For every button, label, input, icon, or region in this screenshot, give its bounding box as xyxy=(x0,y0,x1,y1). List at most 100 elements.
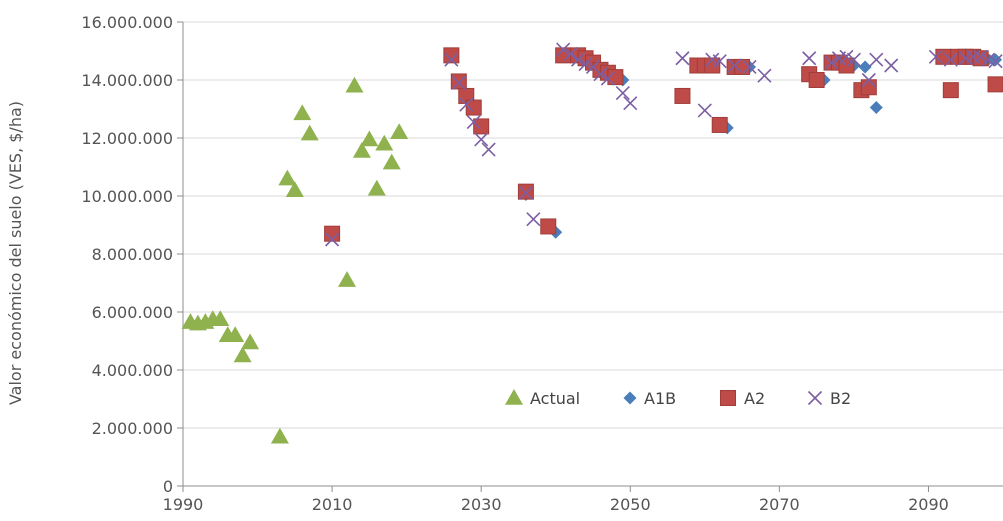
data-point-actual xyxy=(352,142,371,158)
data-point-a1b xyxy=(869,101,883,115)
data-point-b2 xyxy=(757,68,772,83)
data-point-b2 xyxy=(518,186,533,201)
y-tick-label: 4.000.000 xyxy=(92,361,173,380)
data-point-a2 xyxy=(473,118,490,135)
data-points xyxy=(181,42,1003,444)
x-tick-label: 2030 xyxy=(461,495,502,514)
x-tick-label: 2050 xyxy=(610,495,651,514)
legend-label-a1b: A1B xyxy=(644,389,676,408)
data-point-b2 xyxy=(526,212,541,227)
data-point-b2 xyxy=(459,97,474,112)
data-point-a2 xyxy=(540,218,557,235)
y-tick-label: 2.000.000 xyxy=(92,419,173,438)
data-point-b2 xyxy=(966,49,981,64)
data-point-a1b xyxy=(989,53,1003,67)
data-point-actual xyxy=(375,134,394,151)
axes: 0 2.000.000 4.000.000 6.000.000 8.000.000 10.… xyxy=(81,13,1003,514)
series-a1b xyxy=(325,48,1003,242)
data-point-b2 xyxy=(451,75,466,90)
data-point-b2 xyxy=(928,49,943,64)
x-tick-label: 2090 xyxy=(908,495,949,514)
data-point-a2 xyxy=(860,79,877,96)
data-point-actual xyxy=(285,181,304,197)
data-point-b2 xyxy=(861,72,876,88)
x-tick-label: 1990 xyxy=(163,495,204,514)
series-a2 xyxy=(324,47,1003,242)
data-point-a2 xyxy=(711,116,728,133)
legend-item-a2: A2 xyxy=(720,389,765,408)
y-tick-label: 0 xyxy=(163,477,173,496)
y-tick-label: 12.000.000 xyxy=(81,129,173,148)
data-point-a2 xyxy=(465,99,482,116)
data-point-a2 xyxy=(704,57,721,74)
y-axis-title: Valor económico del suelo (VES, $/ha) xyxy=(6,101,25,405)
data-point-actual xyxy=(360,130,379,147)
data-point-actual xyxy=(300,124,319,141)
legend-marker-b2 xyxy=(807,390,823,406)
data-point-b2 xyxy=(869,52,884,67)
data-point-b2 xyxy=(884,58,899,73)
data-point-b2 xyxy=(988,54,1003,69)
data-point-a2 xyxy=(607,69,624,86)
data-point-b2 xyxy=(466,114,481,130)
legend-item-b2: B2 xyxy=(807,389,851,408)
y-tick-label: 8.000.000 xyxy=(92,245,173,264)
y-tick-label: 14.000.000 xyxy=(81,71,173,90)
x-tick-label: 2010 xyxy=(312,495,353,514)
x-tick-label: 2070 xyxy=(759,495,800,514)
legend-marker-a1b xyxy=(623,391,637,405)
legend-item-actual: Actual xyxy=(505,389,580,408)
data-point-actual xyxy=(211,310,230,326)
data-point-b2 xyxy=(563,46,578,61)
data-point-b2 xyxy=(571,52,586,67)
data-point-b2 xyxy=(474,132,489,147)
data-point-actual xyxy=(241,333,260,350)
y-tick-label: 16.000.000 xyxy=(81,13,173,32)
data-point-b2 xyxy=(742,59,757,75)
data-point-a2 xyxy=(972,50,989,67)
data-point-b2 xyxy=(973,49,988,64)
data-point-a2 xyxy=(808,72,825,88)
data-point-b2 xyxy=(839,49,854,64)
data-point-b2 xyxy=(556,42,571,57)
data-point-b2 xyxy=(802,51,817,66)
data-point-actual xyxy=(382,153,401,170)
data-point-b2 xyxy=(615,85,630,101)
legend: Actual A1B A2 B2 xyxy=(505,389,851,408)
data-point-actual xyxy=(270,427,289,444)
series-b2 xyxy=(325,42,1003,247)
data-point-b2 xyxy=(697,103,712,118)
data-point-b2 xyxy=(675,51,690,66)
data-point-b2 xyxy=(444,52,459,67)
legend-marker-a2 xyxy=(720,390,736,406)
y-tick-label: 10.000.000 xyxy=(81,187,173,206)
data-point-a2 xyxy=(443,47,460,64)
data-point-b2 xyxy=(846,52,861,67)
data-point-b2 xyxy=(727,58,742,73)
data-point-actual xyxy=(226,326,245,342)
data-point-actual xyxy=(233,346,252,363)
data-point-a2 xyxy=(942,82,959,99)
series-actual xyxy=(181,76,409,444)
legend-marker-actual xyxy=(505,389,523,405)
data-point-actual xyxy=(278,169,297,186)
legend-item-a1b: A1B xyxy=(623,389,676,408)
gridlines xyxy=(183,21,1003,429)
data-point-b2 xyxy=(943,52,958,67)
data-point-b2 xyxy=(712,54,727,69)
data-point-b2 xyxy=(623,96,638,111)
data-point-actual xyxy=(293,104,312,121)
data-point-actual xyxy=(338,271,356,287)
legend-label-actual: Actual xyxy=(530,389,580,408)
data-point-a2 xyxy=(324,225,341,242)
legend-label-a2: A2 xyxy=(744,389,765,408)
data-point-a1b xyxy=(858,60,872,74)
data-point-b2 xyxy=(325,232,340,247)
data-point-b2 xyxy=(578,56,593,72)
data-point-b2 xyxy=(824,55,839,70)
data-point-a2 xyxy=(517,183,534,200)
data-point-b2 xyxy=(600,71,615,86)
legend-label-b2: B2 xyxy=(830,389,851,408)
